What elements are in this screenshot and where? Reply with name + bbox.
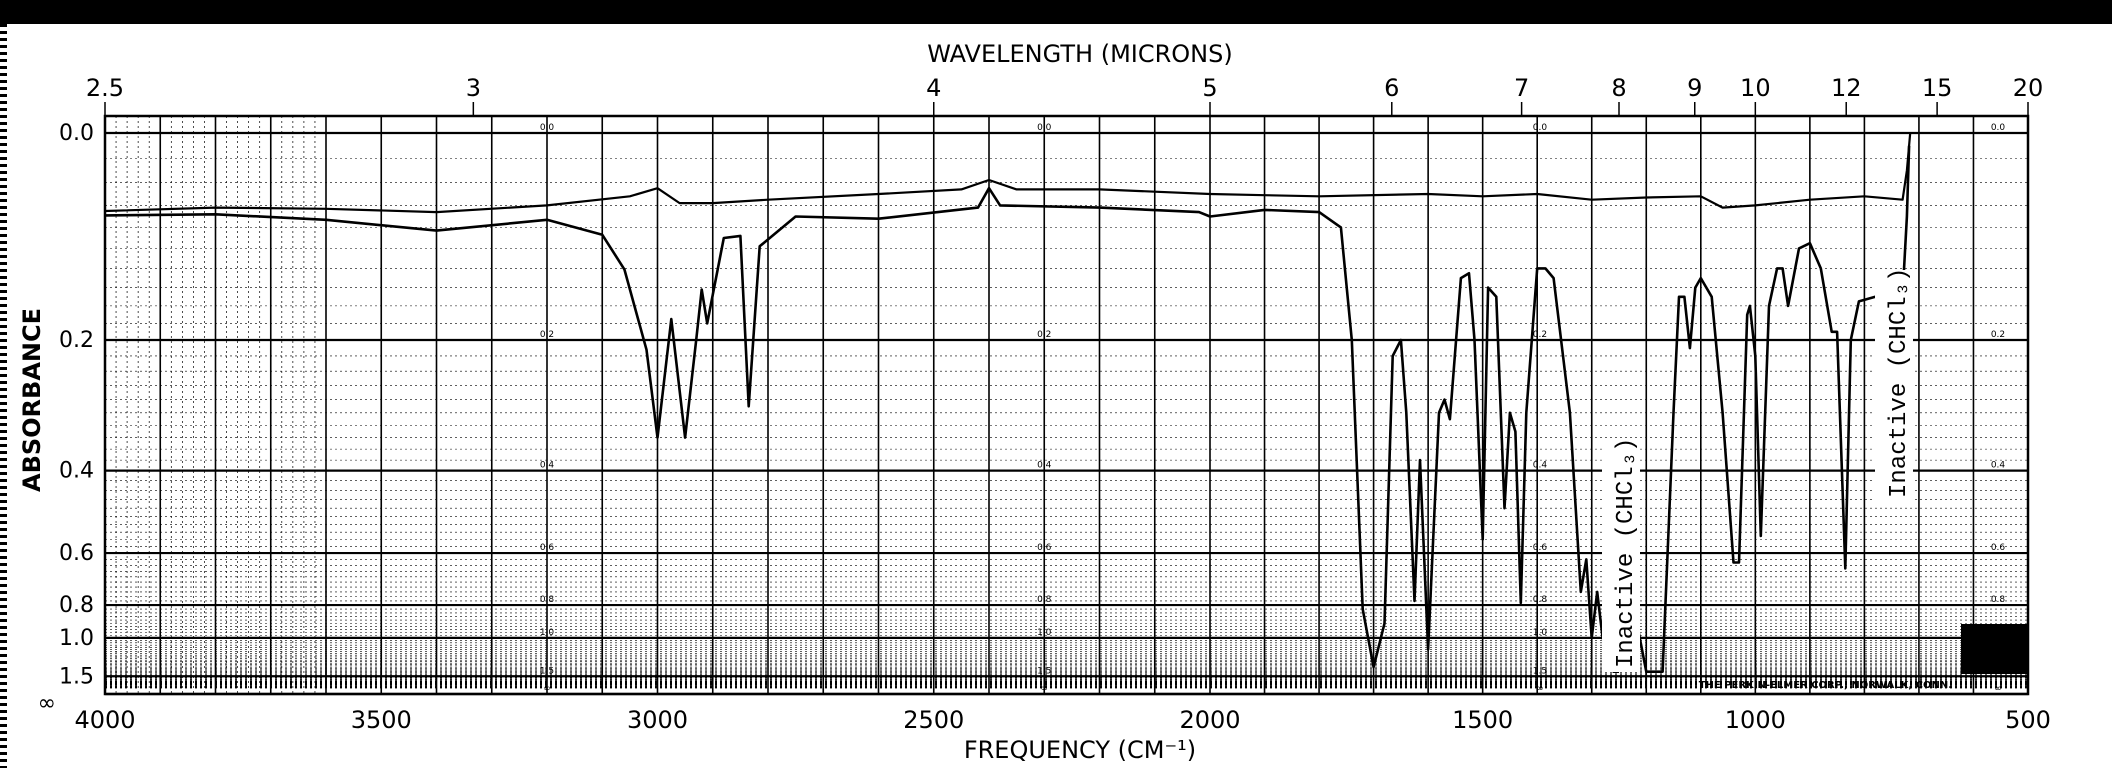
- x-tick-label: 3000: [627, 706, 688, 734]
- top-black-bar: [0, 0, 2112, 24]
- y-tick-label: 0.0: [59, 121, 94, 146]
- inner-scale-label: 1.0: [1037, 628, 1052, 638]
- inner-scale-label: 0.8: [1533, 595, 1548, 605]
- wavelength-tick-label: 10: [1740, 74, 1771, 102]
- y-tick-label: ∞: [38, 691, 56, 716]
- wavelength-axis-title: WAVELENGTH (MICRONS): [927, 40, 1232, 68]
- wavelength-tick-label: 12: [1831, 74, 1862, 102]
- inner-scale-label: 0.6: [1533, 543, 1548, 553]
- wavelength-tick-label: 2.5: [86, 74, 124, 102]
- x-tick-label: 2500: [903, 706, 964, 734]
- wavelength-tick-label: 5: [1202, 74, 1217, 102]
- wavelength-tick-label: 20: [2013, 74, 2044, 102]
- wavelength-tick-label: 4: [926, 74, 941, 102]
- wavelength-tick-label: 15: [1922, 74, 1953, 102]
- y-tick-label: 0.4: [59, 459, 94, 484]
- frequency-axis-title: FREQUENCY (CM⁻¹): [964, 736, 1196, 764]
- wavelength-tick-label: 8: [1611, 74, 1626, 102]
- series-line-sample: [104, 145, 1911, 673]
- wavelength-tick-label: 3: [466, 74, 481, 102]
- inner-scale-label: 0.2: [1533, 330, 1547, 340]
- y-tick-label: 0.8: [59, 593, 94, 618]
- axis-labels: 4000 3500 3000 2500 2000 1500 1000 500 2.5 3 4 5 6 7 8…: [38, 74, 2051, 734]
- inner-scale-label: 0.2: [1991, 330, 2005, 340]
- inactive-annotation-2: Inactive (CHCl₃): [1875, 268, 1913, 502]
- wavelength-tick-label: 7: [1514, 74, 1529, 102]
- inner-scale-label: 0.2: [1037, 330, 1051, 340]
- inner-scale-label: 0.0: [1037, 123, 1052, 133]
- spectrum-curves: [104, 132, 1912, 673]
- inner-scale-label: 0.8: [540, 595, 555, 605]
- inner-scale-label: 1.5: [1037, 666, 1051, 676]
- x-tick-label: 3500: [351, 706, 412, 734]
- wavelength-tick-label: 9: [1687, 74, 1702, 102]
- inner-scale-label: 1.5: [540, 666, 554, 676]
- x-tick-label: 1000: [1725, 706, 1786, 734]
- inner-scale-label: 1.0: [1533, 628, 1548, 638]
- inner-scale-label: 0.6: [1037, 543, 1052, 553]
- absorbance-axis-title: ABSORBANCE: [18, 308, 46, 492]
- x-tick-label: 4000: [74, 706, 135, 734]
- series-line-background: [104, 132, 1912, 214]
- inner-scale-label: ∞: [1041, 684, 1049, 694]
- grid: [103, 114, 2030, 696]
- y-tick-label: 0.2: [59, 328, 94, 353]
- inner-scale-label: 0.0: [1991, 123, 2006, 133]
- x-tick-label: 1500: [1452, 706, 1513, 734]
- black-calibration-block: [1961, 624, 2027, 674]
- inner-scale-label: ∞: [1994, 684, 2002, 694]
- inactive-chcl3-label-1: Inactive (CHCl₃): [1613, 438, 1640, 668]
- wavelength-tick-label: 6: [1384, 74, 1399, 102]
- y-tick-label: 1.5: [59, 664, 94, 689]
- inner-scale-label: 1.5: [1533, 666, 1547, 676]
- x-tick-label: 2000: [1179, 706, 1240, 734]
- inner-scale-label: 0.4: [1533, 461, 1548, 471]
- inner-scale-label: 0.2: [540, 330, 554, 340]
- inner-scale-label: 0.0: [1533, 123, 1548, 133]
- inner-scale-label: 0.6: [540, 543, 555, 553]
- perkin-elmer-credit: THE PERKIN-ELMER CORP., NORWALK, CONN.: [1699, 680, 1952, 691]
- inner-scale-label: 1.0: [540, 628, 555, 638]
- inactive-annotation-1: Inactive (CHCl₃): [1602, 438, 1640, 672]
- inner-scale-label: 0.4: [1991, 461, 2006, 471]
- inner-scale-label: ∞: [543, 684, 551, 694]
- inner-scale-label: 0.4: [1037, 461, 1052, 471]
- inner-scale-label: 0.8: [1037, 595, 1052, 605]
- inner-scale-label: 0.6: [1991, 543, 2006, 553]
- x-tick-label: 500: [2005, 706, 2051, 734]
- inner-scale-label: 0.0: [540, 123, 555, 133]
- inner-scale-label: 0.8: [1991, 595, 2006, 605]
- y-tick-label: 0.6: [59, 541, 94, 566]
- inner-scale-label: ∞: [1536, 684, 1544, 694]
- left-edge-ruler: [0, 24, 7, 768]
- inner-scale-label: 0.4: [540, 461, 555, 471]
- plot-frame: [103, 114, 2030, 696]
- inactive-chcl3-label-2: Inactive (CHCl₃): [1886, 268, 1913, 498]
- y-tick-label: 1.0: [59, 626, 94, 651]
